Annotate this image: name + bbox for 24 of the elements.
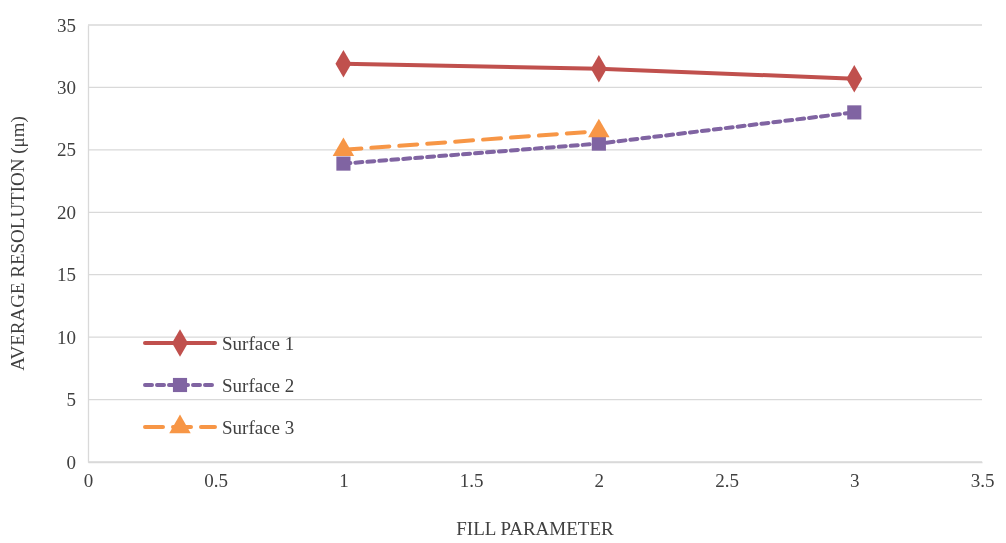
y-tick-label: 35: [57, 14, 76, 36]
y-tick-label: 20: [57, 201, 76, 223]
point: [336, 156, 351, 171]
x-tick-label: 1: [339, 470, 349, 492]
y-tick-label: 10: [57, 326, 76, 348]
y-tick-label: 5: [66, 389, 76, 411]
y-tick-label: 30: [57, 77, 76, 99]
y-tick-label: 0: [66, 451, 76, 473]
x-axis-title: FILL PARAMETER: [456, 518, 615, 539]
x-tick-label: 1.5: [459, 470, 484, 492]
x-tick-label: 2: [594, 470, 605, 492]
legend-label: Surface 1: [222, 333, 295, 354]
y-tick-label: 15: [57, 264, 76, 286]
point: [591, 136, 606, 151]
x-tick-label: 3: [850, 470, 860, 492]
legend-label: Surface 2: [222, 375, 295, 396]
x-tick-label: 0: [83, 470, 94, 492]
y-tick-label: 25: [57, 139, 76, 161]
point: [847, 105, 862, 120]
y-axis-title: AVERAGE RESOLUTION (μm): [7, 116, 29, 371]
x-tick-label: 3.5: [970, 470, 995, 492]
legend-label: Surface 3: [222, 417, 295, 438]
x-tick-label: 2.5: [715, 470, 739, 492]
x-tick-label: 0.5: [204, 470, 229, 492]
